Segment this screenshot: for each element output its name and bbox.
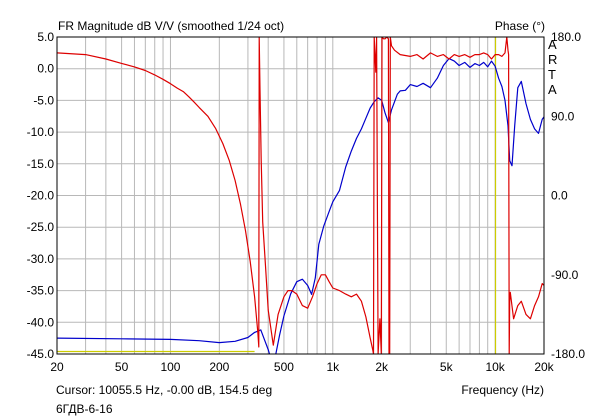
chart-title: FR Magnitude dB V/V (smoothed 1/24 oct) bbox=[58, 19, 285, 33]
y-tick-label: -40.0 bbox=[27, 315, 55, 329]
phase-curve bbox=[57, 37, 544, 354]
y2-tick-label: -180.0 bbox=[551, 347, 585, 361]
caption: 6ГДВ-6-16 bbox=[56, 402, 113, 416]
x-tick-label: 50 bbox=[115, 360, 129, 374]
plot-frame bbox=[56, 36, 545, 355]
y-tick-label: -20.0 bbox=[27, 189, 55, 203]
y-tick-label: -15.0 bbox=[27, 157, 55, 171]
y2-tick-label: -90.0 bbox=[551, 268, 579, 282]
y-tick-label: 5.0 bbox=[37, 30, 54, 44]
x-tick-label: 500 bbox=[274, 360, 294, 374]
tick-labels: 5.0 0.0 -5.0 -10.0 -15.0 -20.0 -25.0 -30.0 -35.0… bbox=[27, 30, 586, 374]
x-tick-label: 10k bbox=[485, 360, 505, 374]
y-tick-label: -35.0 bbox=[27, 284, 55, 298]
x-tick-label: 1k bbox=[326, 360, 340, 374]
y-tick-label: -30.0 bbox=[27, 252, 55, 266]
x-tick-label: 20 bbox=[50, 360, 64, 374]
x-tick-label: 100 bbox=[160, 360, 180, 374]
y2-tick-label: 0.0 bbox=[551, 189, 568, 203]
x-tick-label: 5k bbox=[440, 360, 454, 374]
y-tick-label: -10.0 bbox=[27, 125, 55, 139]
y-tick-label: -5.0 bbox=[33, 93, 54, 107]
x-tick-label: 20k bbox=[534, 360, 554, 374]
y2-tick-label: 180.0 bbox=[551, 30, 581, 44]
y-tick-label: -45.0 bbox=[27, 347, 55, 361]
y-tick-label: -25.0 bbox=[27, 220, 55, 234]
curves bbox=[57, 37, 544, 354]
brand-letter-a2: A bbox=[548, 82, 557, 97]
grid bbox=[56, 36, 545, 355]
phase-axis-title: Phase (°) bbox=[494, 19, 545, 33]
x-axis-label: Frequency (Hz) bbox=[461, 383, 544, 397]
x-tick-label: 200 bbox=[209, 360, 229, 374]
brand-letter-r: R bbox=[548, 52, 558, 67]
brand-letter-a: A bbox=[548, 37, 557, 52]
y-tick-label: 0.0 bbox=[37, 62, 54, 76]
x-tick-label: 2k bbox=[375, 360, 389, 374]
brand-letter-t: T bbox=[548, 67, 556, 82]
y2-tick-label: 90.0 bbox=[551, 109, 575, 123]
cursor-readout: Cursor: 10055.5 Hz, -0.00 dB, 154.5 deg bbox=[56, 383, 273, 397]
